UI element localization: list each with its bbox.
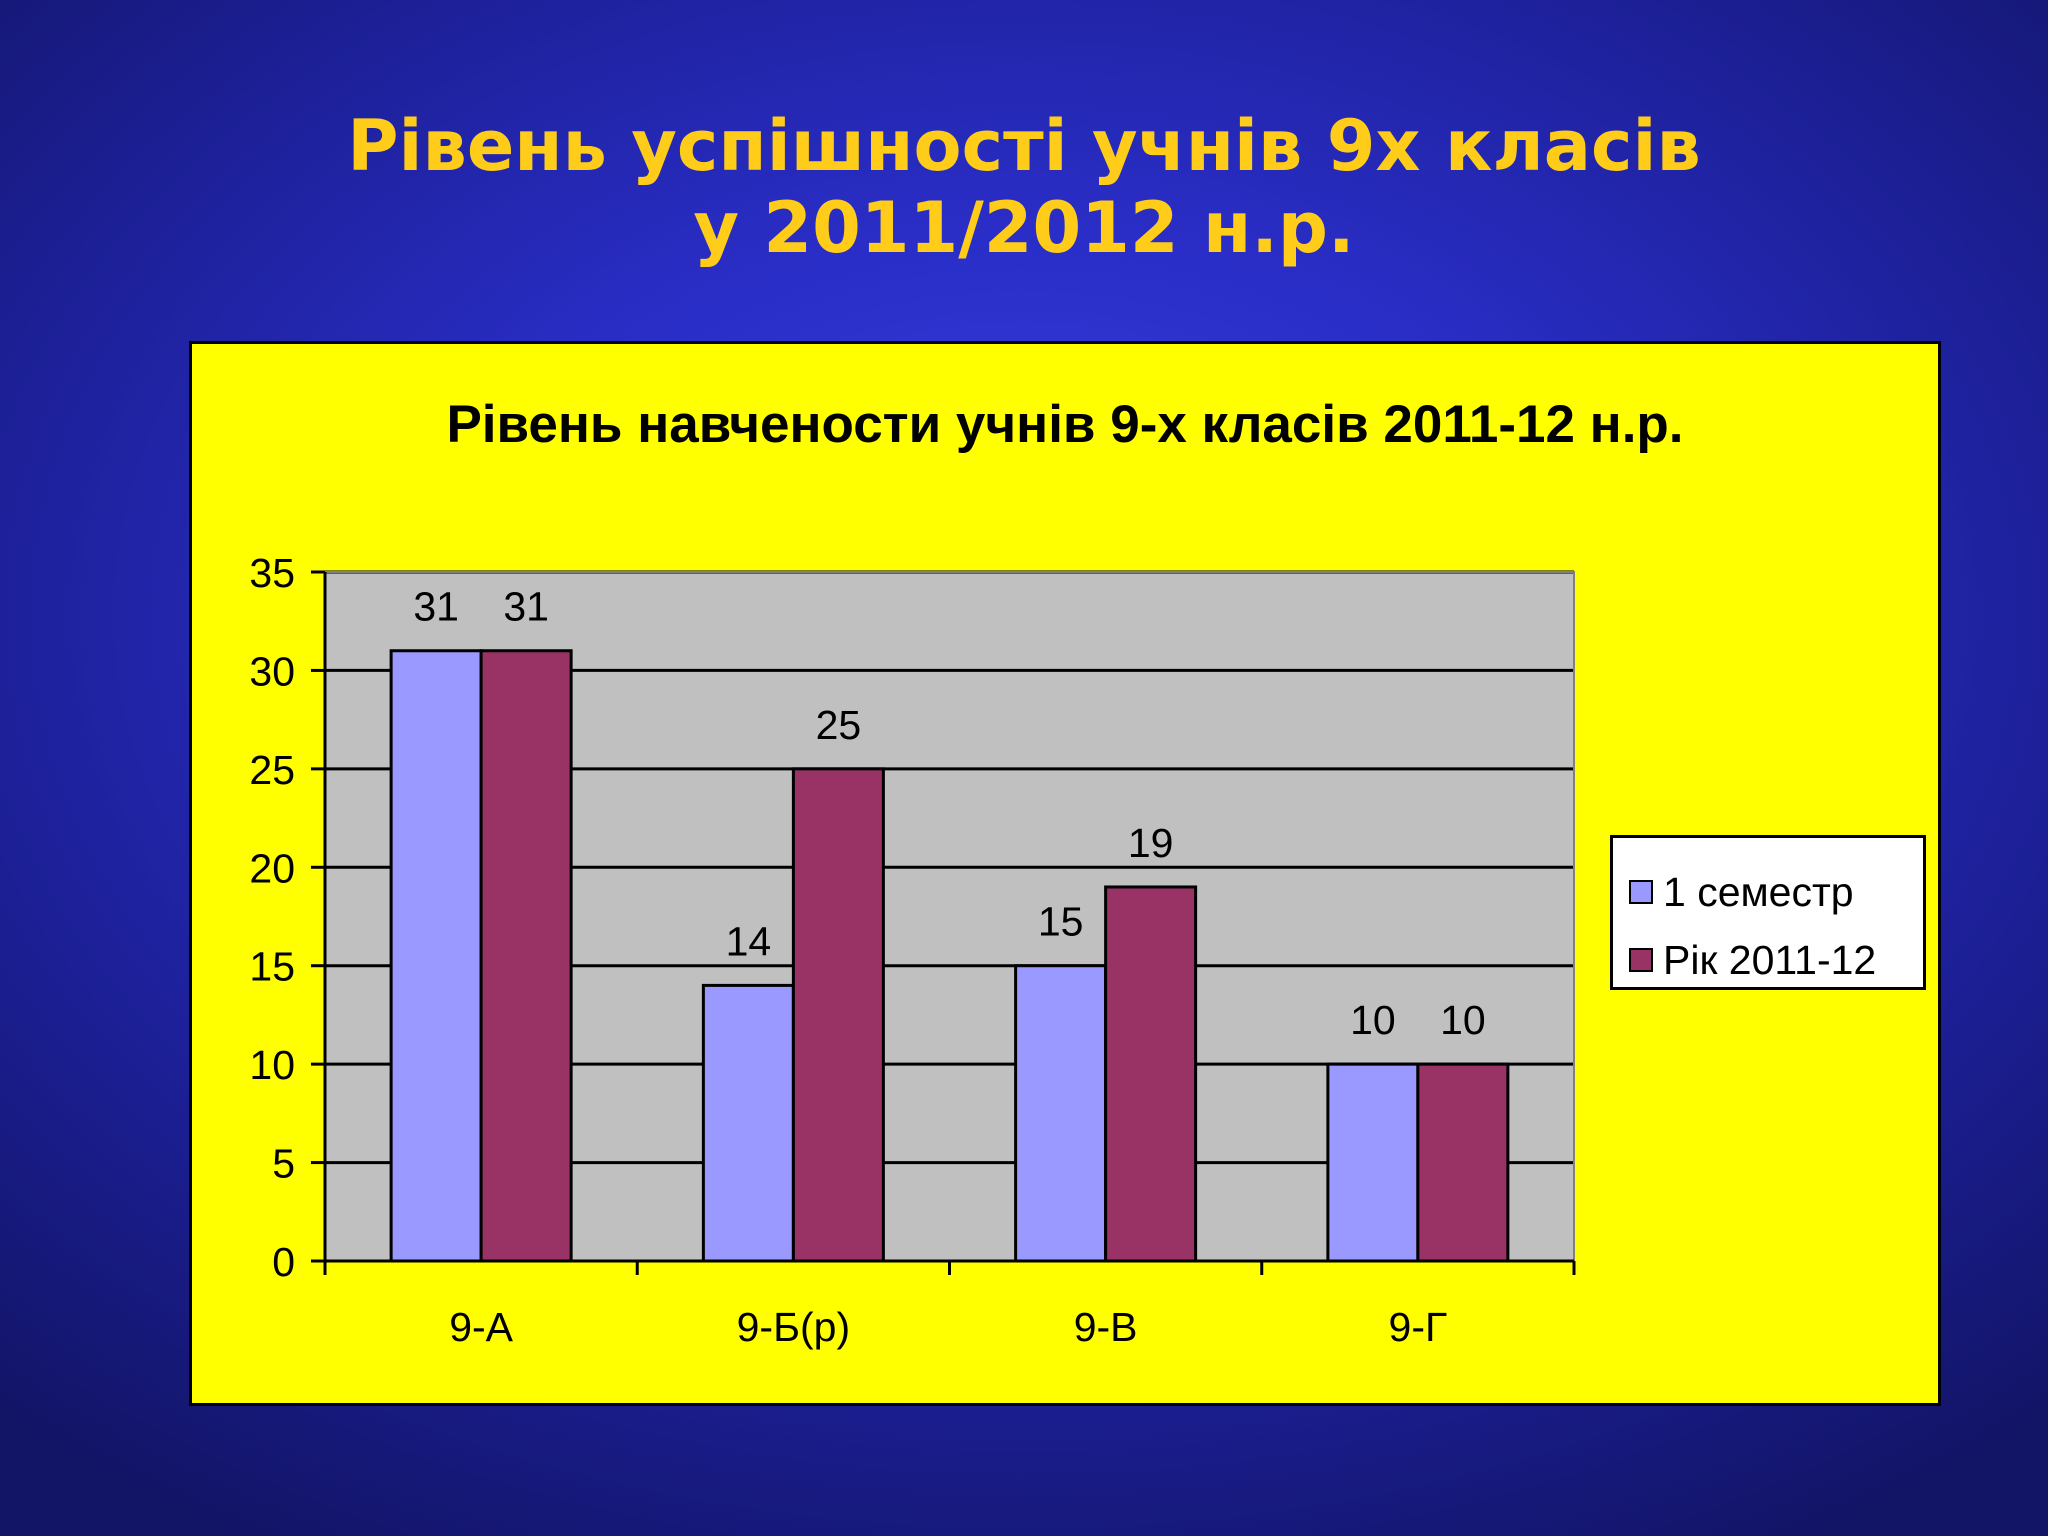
data-label-9-а-series-1: 31: [413, 584, 459, 630]
data-label-9-в-series-1: 15: [1038, 899, 1084, 945]
slide-title-line-2: у 2011/2012 н.р.: [693, 187, 1355, 269]
x-category-label-2: 9-Б(р): [737, 1304, 850, 1350]
y-tick-label-30: 30: [249, 648, 295, 694]
data-label-9-г-series-1: 10: [1350, 997, 1396, 1043]
bar-9-а-series-1: [389, 649, 483, 1263]
chart-legend: 1 семестр Рік 2011-12: [1610, 835, 1926, 990]
data-label-9-б-р-series-2: 25: [816, 702, 862, 748]
legend-item-year-2011-12: Рік 2011-12: [1629, 930, 1876, 990]
x-category-label-4: 9-Г: [1389, 1304, 1448, 1350]
slide-title: Рівень успішності учнів 9х класів у 2011…: [0, 105, 2048, 269]
y-tick-label-5: 5: [272, 1141, 295, 1187]
chart-title: Рівень навчености учнів 9-х класів 2011-…: [446, 395, 1684, 454]
y-tick-label-35: 35: [249, 550, 295, 596]
y-tick-label-10: 10: [249, 1042, 295, 1088]
bar-9-г-series-1: [1326, 1062, 1420, 1263]
data-label-9-б-р-series-1: 14: [726, 918, 772, 964]
legend-label-1-semester: 1 семестр: [1663, 868, 1854, 915]
data-label-9-в-series-2: 19: [1128, 820, 1174, 866]
bar-chart: 0 5 10 15 20 25 30 35 31 31 9-А 14 25 9-Б(р) 15 19 9-В 10…: [249, 550, 1576, 1350]
bar-9-в-series-1: [1014, 964, 1108, 1263]
legend-swatch-year-2011-12: [1629, 948, 1653, 972]
bar-9-б-р-series-2: [791, 767, 885, 1263]
bar-9-в-series-2: [1104, 885, 1198, 1263]
legend-item-1-semester: 1 семестр: [1629, 862, 1854, 922]
x-category-label-3: 9-В: [1074, 1304, 1138, 1350]
slide-title-line-1: Рівень успішності учнів 9х класів: [347, 105, 1701, 187]
data-label-9-а-series-2: 31: [503, 584, 549, 630]
y-tick-label-25: 25: [249, 747, 295, 793]
y-tick-label-0: 0: [272, 1239, 295, 1285]
x-category-label-1: 9-А: [449, 1304, 513, 1350]
legend-swatch-1-semester: [1629, 880, 1653, 904]
bar-9-б-р-series-1: [701, 983, 795, 1263]
data-label-9-г-series-2: 10: [1440, 997, 1486, 1043]
bar-9-г-series-2: [1416, 1062, 1510, 1263]
chart-panel: Рівень навчености учнів 9-х класів 2011-…: [189, 341, 1941, 1406]
bar-9-а-series-2: [479, 649, 573, 1263]
y-tick-label-15: 15: [249, 944, 295, 990]
legend-label-year-2011-12: Рік 2011-12: [1663, 936, 1877, 983]
y-tick-label-20: 20: [249, 845, 295, 891]
